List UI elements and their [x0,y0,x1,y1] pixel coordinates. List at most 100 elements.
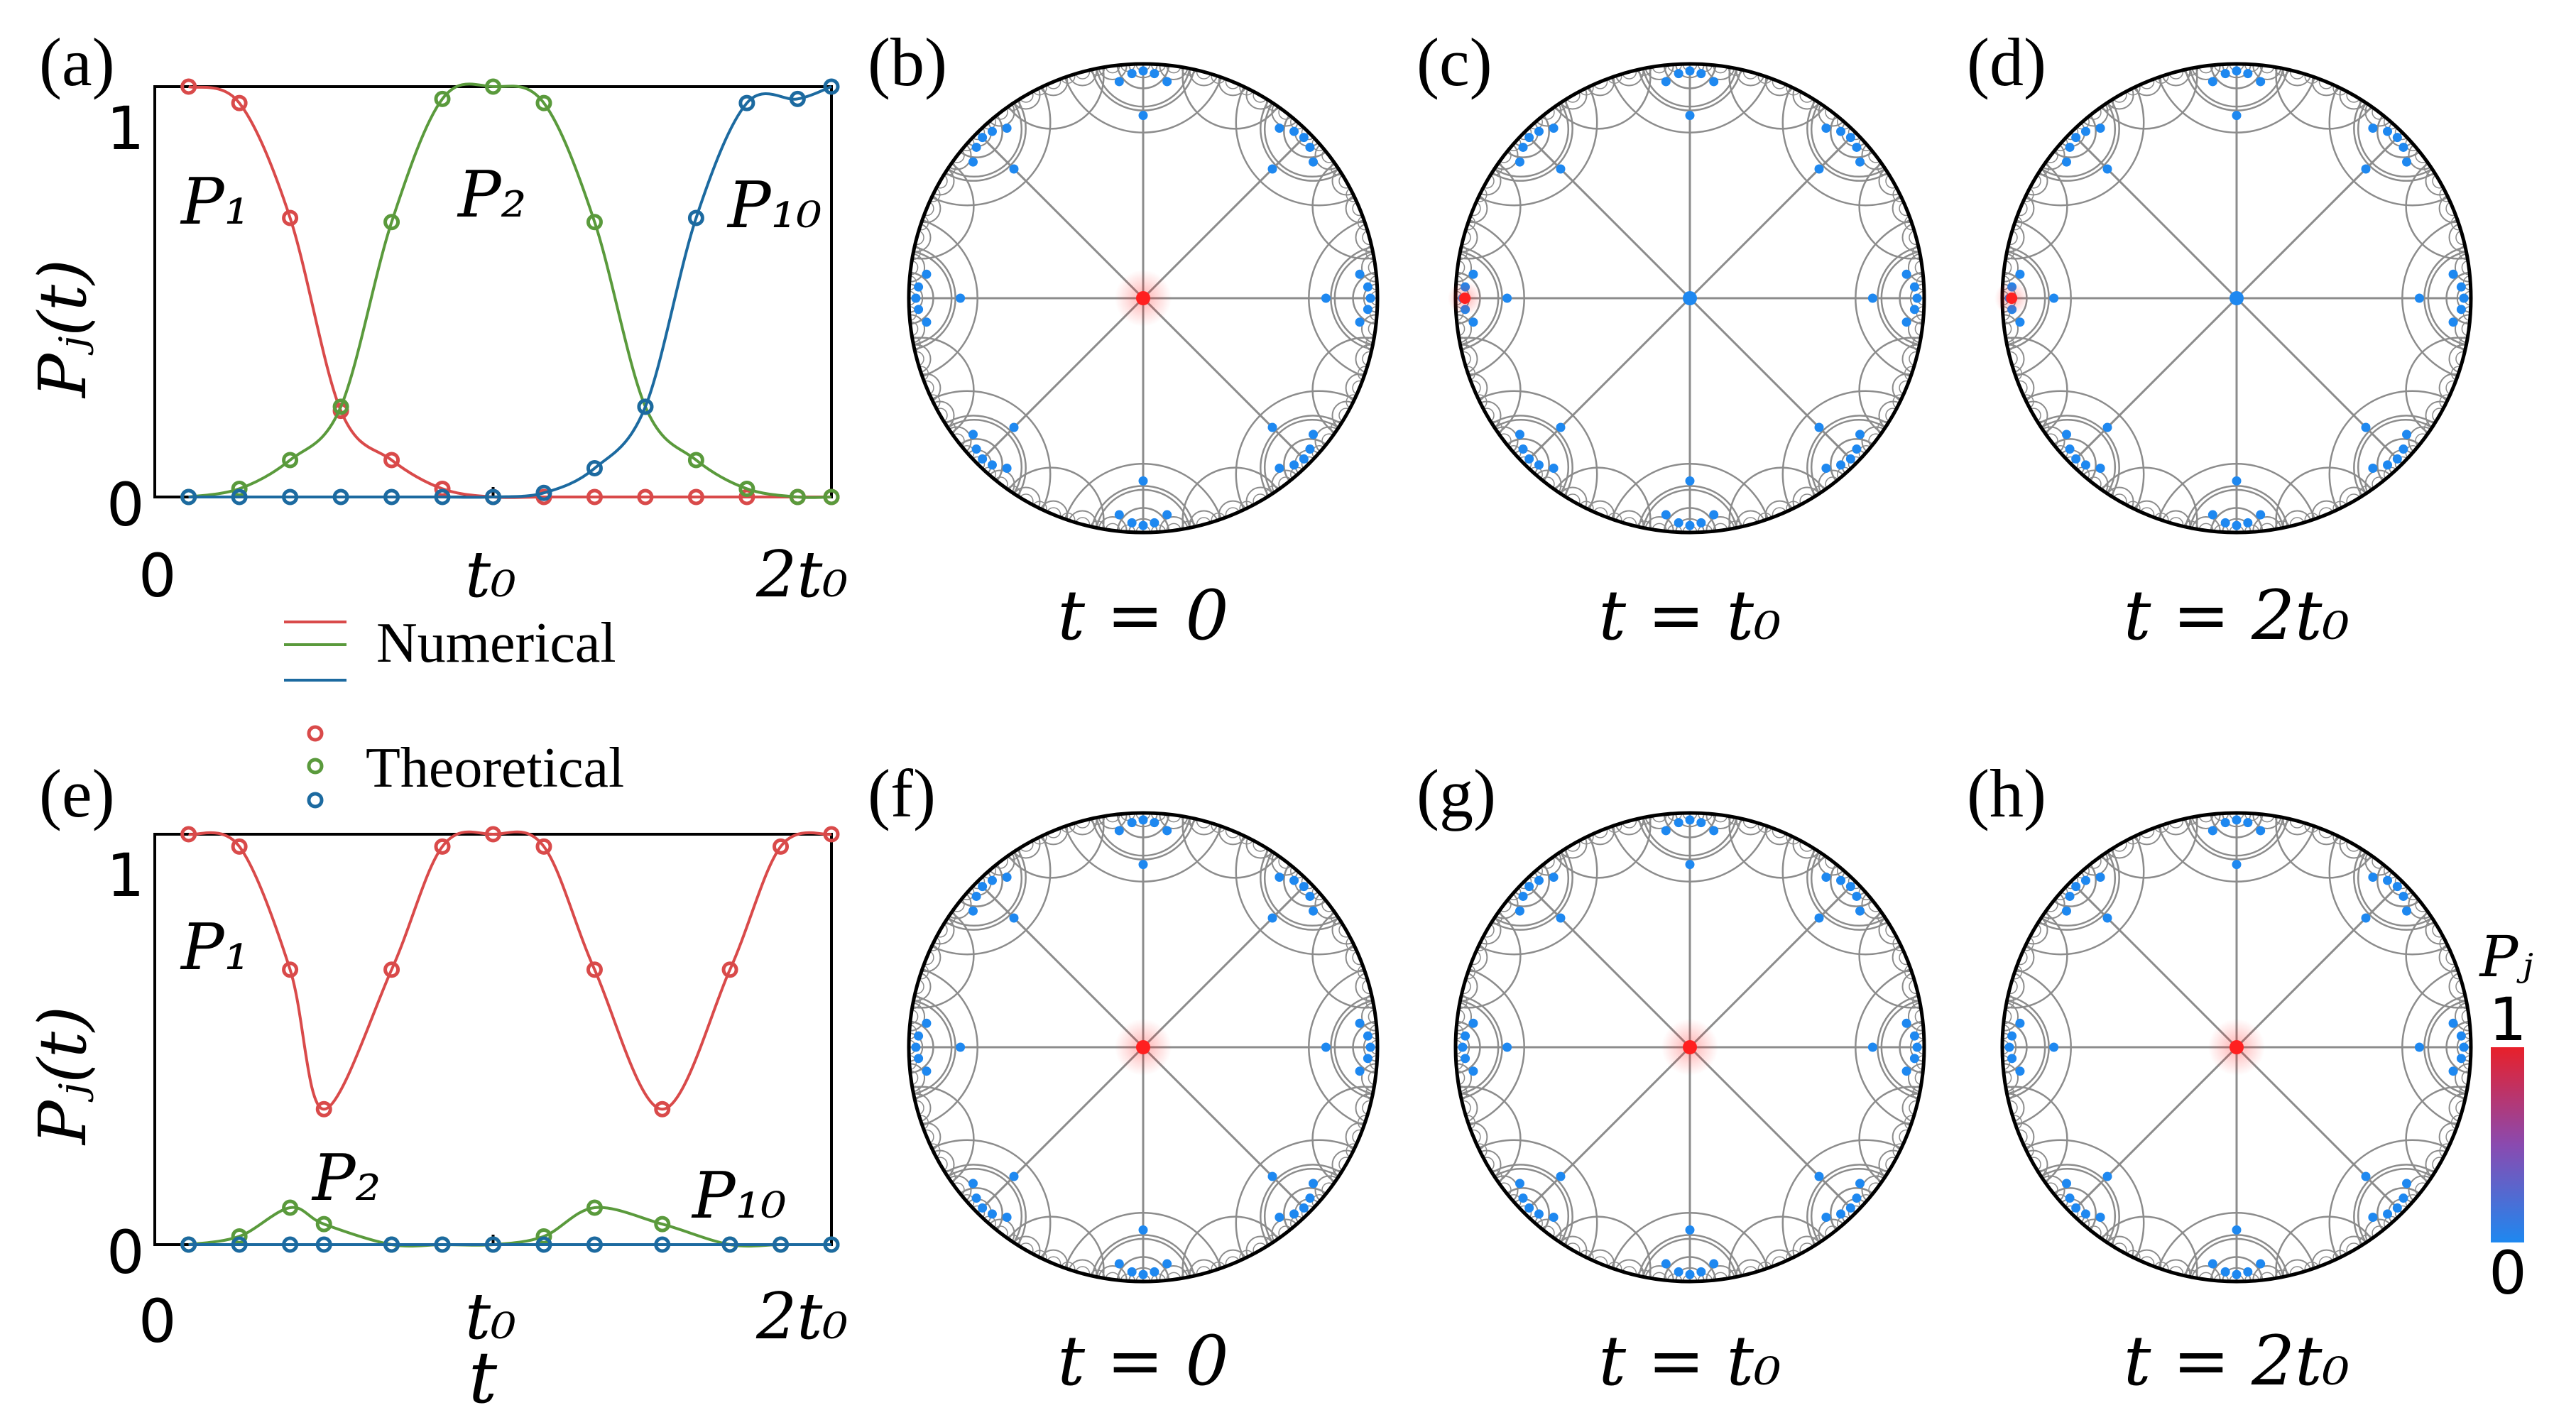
plot-a-point-p10 [789,90,806,107]
lattice-node [987,460,997,470]
lattice-node [2061,157,2071,167]
geodesic-arc [909,64,1052,207]
plot-a-point-p1 [383,452,400,469]
lattice-node [2392,454,2402,464]
geodesic-arc [2456,1032,2471,1062]
lattice-node [911,1042,921,1052]
geodesic-arc [1781,813,1924,956]
lattice-node [2383,126,2393,136]
panel-label-c: (c) [1417,24,1492,100]
plot-e-point-p10 [773,1236,790,1253]
plot-e-point-p10 [654,1236,671,1253]
colorbar-min-label: 0 [2489,1238,2526,1308]
lattice-node [1468,1018,1478,1028]
lattice-node [1309,906,1319,916]
lattice-node [2456,1031,2466,1041]
geodesic-arc [909,998,953,1096]
lattice-node [1289,126,1299,136]
lattice-node [2071,454,2081,464]
lattice-node [1138,66,1148,76]
lattice-node [2448,1066,2458,1076]
geodesic-arc [1456,249,1500,347]
lattice-node [1305,444,1315,454]
geodesic-arc [1089,64,1197,111]
lattice-node [1009,422,1019,432]
plot-e-point-p10 [823,1236,840,1253]
geodesic-arc [1094,488,1192,532]
lattice-node [2398,142,2408,152]
lattice-node [922,317,932,327]
lattice-node [2459,293,2469,303]
lattice-node [1901,1066,1911,1076]
geodesic-arc [2183,813,2291,861]
lattice-node [1556,422,1566,432]
lattice-node [2065,1193,2075,1203]
geodesic-arc [1781,64,1924,207]
lattice-node [1363,1054,1372,1064]
plot-a-point-p10 [434,488,451,506]
lattice-node [1814,422,1824,432]
plot-e-point-p2 [535,1228,552,1245]
lattice-node [1114,826,1124,836]
lattice-node [1674,818,1683,828]
geodesic-arc [2183,485,2291,532]
lattice-node [2368,464,2378,474]
lattice-node [1009,164,1019,174]
plot-e-point-p1 [721,961,738,978]
plot-a-frame [153,85,833,498]
lattice-node [971,891,981,901]
lattice-node [1002,1213,1012,1223]
lattice-node [1363,282,1372,292]
colorbar-max-label: 1 [2489,985,2526,1054]
lattice-node [1138,111,1148,121]
lattice-node [2065,444,2075,454]
time-label-d: t = 2t₀ [2124,576,2349,655]
geodesic-arc [1059,1212,1227,1282]
active-node [1136,291,1150,305]
geodesic-arc [1352,1020,1377,1074]
geodesic-arc [1094,1238,1192,1282]
geodesic-arc [2401,963,2471,1131]
disk-boundary [1453,811,1926,1284]
lattice-node [1162,1259,1172,1269]
lattice-node [1468,1066,1478,1076]
lattice-node [2256,826,2266,836]
plot-a-point-p2 [485,78,501,95]
lattice-node [922,1066,932,1076]
geodesic-arc [1456,64,1598,207]
plot-e-series [153,826,840,1253]
lattice-node [2049,1042,2059,1052]
plot-a-point-p10 [586,460,603,477]
lattice-node [1289,460,1299,470]
disk-boundary [907,62,1380,535]
lattice-node [1821,872,1831,882]
lattice-node [1515,430,1524,439]
lattice-node [914,1031,924,1041]
geodesic-arc [1059,813,1227,883]
geodesic-arc [1116,64,1170,89]
lattice-node [2102,913,2112,923]
lattice-node [1855,1179,1865,1189]
geodesic-arc [2210,1256,2264,1282]
colorbar-gradient [2491,1047,2524,1242]
geodesic-arc [1675,518,1705,532]
plot-a-xtick-2t0: 2t₀ [755,537,848,612]
lattice-node [1002,123,1012,133]
panel-label-b: (b) [868,24,947,100]
plot-e-ytick-1: 1 [107,841,144,910]
lattice-node [956,1042,966,1052]
lattice-node [2232,66,2242,76]
geodesic-arc [1308,963,1377,1131]
lattice-node [1127,69,1137,79]
lattice-node [1696,69,1706,79]
lattice-node [1912,293,1922,303]
lattice-node [2414,1042,2424,1052]
lattice-node [2232,815,2242,825]
lattice-node [1556,1171,1566,1181]
lattice-node [2049,293,2059,303]
geodesic-arc [1128,813,1158,828]
plot-a-point-p2 [383,214,400,231]
lattice-node [968,157,978,167]
geodesic-arc [2423,244,2471,352]
plot-e-point-p1 [773,838,790,855]
